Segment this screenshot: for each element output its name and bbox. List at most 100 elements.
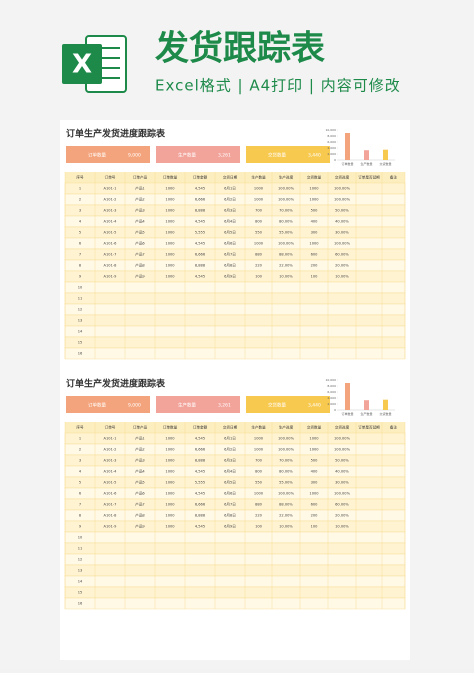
column-header: 备注 (390, 425, 398, 430)
table-cell: 1000 (309, 492, 319, 496)
table-cell: 16 (78, 602, 83, 606)
table-cell: 产品2 (135, 197, 144, 202)
summary-label: 交货数量 (268, 402, 286, 409)
column-header: 交货数量 (307, 425, 322, 430)
table-cell: 1000 (254, 242, 264, 246)
summary-label: 生产数量 (178, 152, 196, 159)
table-cell: 4,545 (195, 242, 205, 246)
table-cell: A101-2 (104, 198, 117, 202)
table-cell: 6月4日 (224, 469, 236, 474)
table-cell: 55.00% (279, 231, 293, 235)
table-cell: 产品2 (135, 447, 144, 452)
table-cell: 100.00% (278, 492, 295, 496)
summary-label: 生产数量 (178, 402, 196, 409)
column-header: 订单号 (105, 425, 116, 430)
table-cell: A101-4 (104, 220, 118, 224)
table-cell: 300 (311, 231, 319, 235)
table-row (64, 336, 406, 349)
table-cell: 4,545 (195, 525, 205, 529)
header-subtitle: Excel格式 | A4打印 | 内容可修改 (155, 77, 401, 95)
table-cell: 6月5日 (224, 480, 236, 485)
table-cell: 1000 (165, 481, 175, 485)
table-cell: 8 (79, 264, 82, 268)
table-cell: 700 (255, 209, 263, 213)
table-cell: A101-2 (104, 448, 117, 452)
table-cell: 4,545 (195, 220, 205, 224)
table-row (64, 347, 406, 360)
table-cell: 1000 (165, 514, 175, 518)
column-header: 序号 (76, 425, 84, 430)
table-cell: A101-5 (104, 231, 117, 235)
table-cell: 15 (78, 591, 83, 595)
table-cell: 30.00% (335, 231, 349, 235)
table-cell: 100.00% (334, 437, 351, 441)
table-cell: A101-9 (104, 275, 118, 279)
mini-bar (364, 400, 369, 410)
table-cell: 3 (79, 209, 81, 213)
mini-tick-label: 0 (334, 158, 336, 162)
table-cell: 10 (78, 286, 83, 290)
column-header: 订单金额 (193, 425, 208, 430)
table-cell: 13 (78, 319, 83, 323)
table-cell: 10.00% (279, 275, 293, 279)
table-cell: 产品1 (135, 436, 144, 441)
table-cell: 30.00% (335, 481, 349, 485)
table-cell: 9 (79, 525, 82, 529)
table-cell: 1000 (309, 198, 319, 202)
summary-box (156, 396, 240, 413)
table-cell: 88.00% (279, 503, 293, 507)
table-cell: 6,666 (195, 253, 206, 257)
mini-tick-label: 2,000 (327, 152, 336, 156)
table-cell: 6 (79, 492, 82, 496)
column-header: 序号 (76, 175, 84, 180)
table-cell: 产品3 (135, 458, 144, 463)
mini-bar (383, 149, 388, 160)
column-header: 订单是否延期 (358, 175, 380, 180)
table-cell: 4,545 (195, 492, 205, 496)
table-cell: 产品3 (135, 208, 144, 213)
table-cell: 880 (255, 253, 263, 257)
table-cell: A101-3 (104, 459, 117, 463)
table-cell: A101-8 (104, 264, 118, 268)
table-cell: 700 (255, 459, 263, 463)
table-cell: 1000 (309, 437, 319, 441)
table-cell: 产品1 (135, 186, 144, 191)
summary-label: 交货数量 (268, 152, 286, 159)
column-header: 订单产品 (133, 175, 148, 180)
table-cell: 6月9日 (224, 274, 236, 279)
table-row (64, 575, 406, 588)
table-cell: 1000 (254, 448, 264, 452)
column-header: 订单是否延期 (358, 425, 380, 430)
table-cell: 300 (311, 481, 319, 485)
mini-tick-label: 2,000 (327, 402, 336, 406)
table-cell: 14 (78, 580, 83, 584)
summary-value: 3,261 (218, 403, 231, 409)
table-cell: 4,545 (195, 275, 205, 279)
table-cell: 100 (255, 275, 263, 279)
table-cell: 10.00% (279, 525, 293, 529)
summary-box (66, 396, 150, 413)
table-cell: 5 (79, 481, 81, 485)
table-cell: 产品6 (135, 241, 145, 246)
table-cell: 100.00% (278, 437, 295, 441)
summary-box (66, 146, 150, 163)
table-cell: 6月3日 (224, 458, 236, 463)
table-cell: 40.00% (335, 470, 349, 474)
table-cell: 550 (255, 481, 263, 485)
table-cell: 6月8日 (224, 263, 236, 268)
table-cell: A101-1 (104, 437, 117, 441)
table-cell: 7 (79, 253, 81, 257)
table-cell: 产品9 (135, 524, 145, 529)
table-cell: 产品5 (135, 230, 144, 235)
table-row (64, 314, 406, 327)
summary-label: 订单数量 (88, 152, 106, 159)
table-cell: 8,888 (195, 264, 206, 268)
column-header: 生产数量 (251, 425, 266, 430)
mini-tick-label: 8,000 (327, 134, 336, 138)
summary-value: 3,261 (218, 153, 231, 159)
table-cell: 220 (255, 514, 263, 518)
table-cell: 600 (311, 503, 319, 507)
summary-box (246, 146, 330, 163)
table-cell: 1 (79, 437, 81, 441)
table-cell: 1000 (254, 437, 264, 441)
